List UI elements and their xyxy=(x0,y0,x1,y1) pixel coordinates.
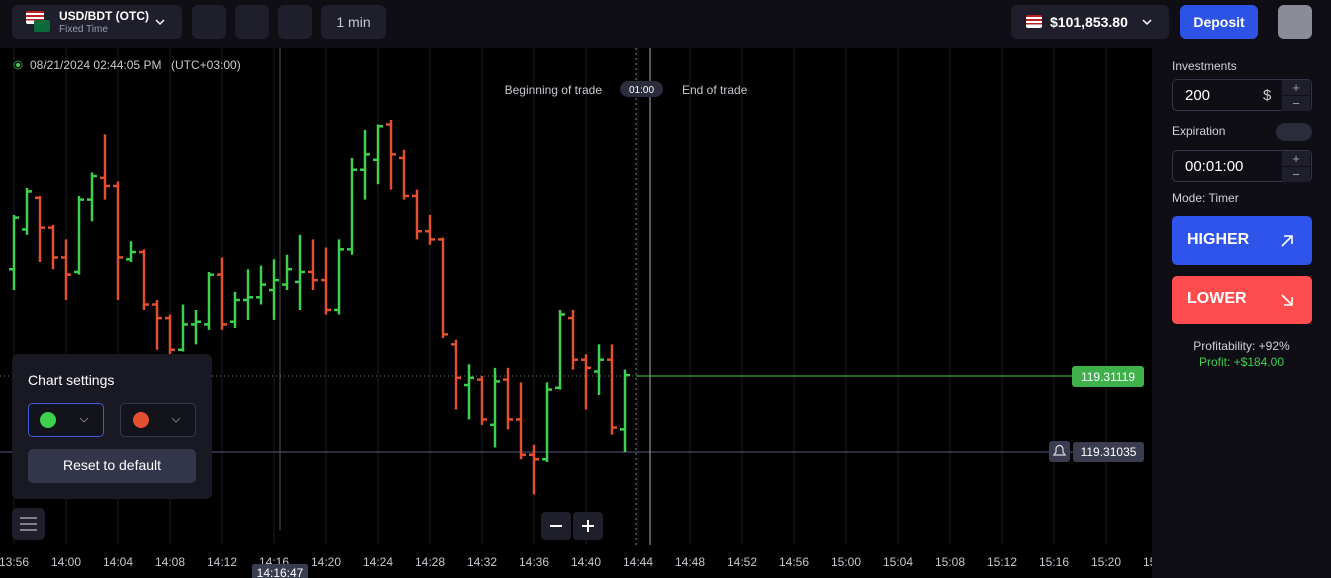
header: USD/BDT (OTC) Fixed Time 1 min $101,853.… xyxy=(0,0,1331,48)
x-tick-label: 14:52 xyxy=(727,555,757,569)
alert-tag xyxy=(1073,442,1144,462)
currency: $ xyxy=(1263,87,1272,104)
deposit-button[interactable]: Deposit xyxy=(1180,5,1258,39)
trade-start: Beginning of trade xyxy=(505,83,603,97)
x-tick-label: 14:04 xyxy=(103,555,133,569)
reset-label: Reset to default xyxy=(63,457,161,473)
x-tick-label: 15:00 xyxy=(831,555,861,569)
arrow-up xyxy=(1281,235,1293,247)
avatar[interactable] xyxy=(1278,5,1312,39)
chevron xyxy=(155,19,165,26)
x-tick-label: 15:04 xyxy=(883,555,913,569)
timestamp: 08/21/2024 02:44:05 PM xyxy=(30,58,161,72)
investment-value: 200 xyxy=(1185,87,1211,104)
profit: Profit: +$184.00 xyxy=(1198,355,1285,369)
sidebar: Investments 200 $ + − Expiration 00:01:0… xyxy=(1152,48,1331,578)
zoom xyxy=(541,512,603,540)
x-tick-label: 14:32 xyxy=(467,555,497,569)
chart: 13:56 14:00 14:04 14:08 14:12 14:16 14:20 14:24… xyxy=(0,48,1152,578)
live-dot xyxy=(13,60,23,70)
down-color-select[interactable] xyxy=(120,403,196,437)
crosshair-time: 14:16:47 xyxy=(257,566,304,578)
x-tick-label: 14:08 xyxy=(155,555,185,569)
arrow-down xyxy=(1281,294,1293,306)
asset-selector[interactable]: USD/BDT (OTC) Fixed Time xyxy=(12,5,182,39)
higher-button[interactable]: HIGHER xyxy=(1172,216,1312,265)
expiration-value: 00:01:00 xyxy=(1185,158,1244,175)
asset-name: USD/BDT (OTC) xyxy=(59,9,149,23)
alert-icon xyxy=(1052,444,1067,456)
x-tick-label: 13:56 xyxy=(0,555,29,569)
expiration-toggle[interactable] xyxy=(1276,123,1312,141)
settings-icon xyxy=(20,517,37,531)
minus-button[interactable]: − xyxy=(1282,167,1310,182)
up-swatch xyxy=(40,412,56,428)
trade-end: End of trade xyxy=(682,83,748,97)
x-tick-label: 14:28 xyxy=(415,555,445,569)
alert-icon[interactable] xyxy=(1049,441,1070,462)
plus-button[interactable]: + xyxy=(1282,80,1310,95)
x-tick-label: 14:00 xyxy=(51,555,81,569)
up-color-select[interactable] xyxy=(28,403,104,437)
mode-label: Mode: Timer xyxy=(1172,191,1239,205)
chart-type-button[interactable] xyxy=(192,5,226,39)
chevron xyxy=(79,417,89,423)
timezone: (UTC+03:00) xyxy=(171,58,241,72)
x-tick-label: 14:44 xyxy=(623,555,653,569)
expiration-label: Expiration xyxy=(1172,124,1226,138)
lower-button[interactable]: LOWER xyxy=(1172,276,1312,324)
timeframe[interactable]: 1 min xyxy=(321,5,386,39)
x-tick-label: 14:12 xyxy=(207,555,237,569)
x-tick-label: 15:08 xyxy=(935,555,965,569)
trade-timer: 01:00 xyxy=(629,85,654,96)
crosshair-time-tag xyxy=(252,564,308,578)
chevron xyxy=(171,417,181,423)
balance[interactable]: $101,853.80 xyxy=(1011,5,1169,39)
investments-label: Investments xyxy=(1172,59,1237,73)
x-tick-label: 15:12 xyxy=(987,555,1017,569)
lower-label: LOWER xyxy=(1187,290,1247,307)
timer-pill xyxy=(620,81,663,97)
x-tick-label: 15:16 xyxy=(1039,555,1069,569)
x-tick-label: 14:48 xyxy=(675,555,705,569)
plus-button[interactable]: + xyxy=(1282,151,1310,166)
minus-button[interactable]: − xyxy=(1282,96,1310,111)
flag-us xyxy=(1026,15,1042,28)
x-tick-label: 15:24 xyxy=(1143,555,1152,569)
asset-mode: Fixed Time xyxy=(59,24,108,35)
x-tick-label: 15:20 xyxy=(1091,555,1121,569)
down-swatch xyxy=(133,412,149,428)
x-tick-label: 14:56 xyxy=(779,555,809,569)
reset-button[interactable] xyxy=(28,449,196,483)
price-tag xyxy=(1072,366,1144,387)
balance-amount: $101,853.80 xyxy=(1050,14,1128,30)
drawing-button[interactable] xyxy=(235,5,269,39)
chevron xyxy=(1142,19,1152,26)
x-tick-label: 14:20 xyxy=(311,555,341,569)
x-tick-label: 14:36 xyxy=(519,555,549,569)
live-dot xyxy=(16,63,20,67)
alert-price: 119.31035 xyxy=(1081,445,1137,459)
x-tick-label: 14:40 xyxy=(571,555,601,569)
higher-label: HIGHER xyxy=(1187,231,1250,248)
current-price: 119.31119 xyxy=(1081,370,1135,384)
settings-title: Chart settings xyxy=(28,372,114,388)
profitability: Profitability: +92% xyxy=(1193,339,1290,353)
flag-bd xyxy=(34,20,50,32)
x-tick-label: 14:24 xyxy=(363,555,393,569)
alert-button[interactable] xyxy=(278,5,312,39)
